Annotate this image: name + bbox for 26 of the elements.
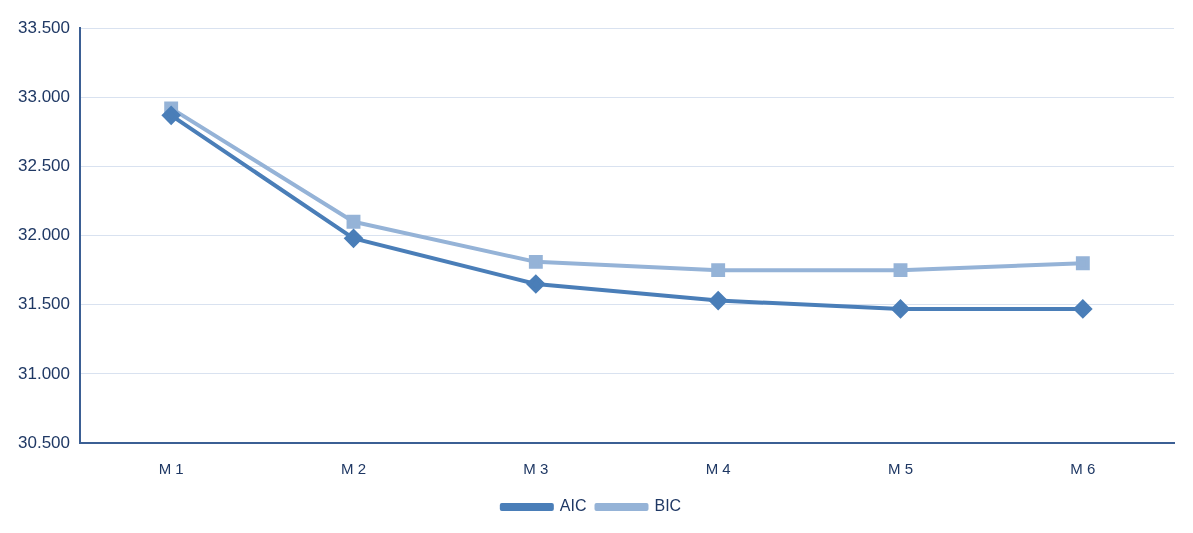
y-tick-label: 33.000 <box>18 87 70 107</box>
point <box>526 274 545 293</box>
y-tick-label: 31.000 <box>18 363 70 383</box>
y-tick-label: 33.500 <box>18 17 70 37</box>
x-tick-label: M 2 <box>340 460 366 478</box>
point <box>709 291 728 310</box>
legend-label: AIC <box>559 497 587 515</box>
x-tick-label: M 5 <box>887 460 914 478</box>
point <box>1075 256 1090 271</box>
y-tick-label: 31.500 <box>18 294 70 314</box>
point <box>162 106 181 125</box>
point <box>344 229 363 248</box>
y-tick-label: 32.000 <box>18 225 70 245</box>
point <box>711 263 726 278</box>
point <box>1073 299 1092 318</box>
point <box>891 299 910 318</box>
point <box>528 254 543 269</box>
x-tick-label: M 4 <box>705 460 731 478</box>
x-tick-label: M 3 <box>523 460 549 478</box>
y-tick-label: 32.500 <box>18 156 70 176</box>
point <box>893 263 908 278</box>
legend-label: BIC <box>654 497 682 515</box>
point <box>346 214 361 229</box>
y-tick-label: 30.500 <box>18 432 70 452</box>
x-tick-label: M 6 <box>1070 460 1096 478</box>
x-tick-label: M 1 <box>158 460 184 478</box>
